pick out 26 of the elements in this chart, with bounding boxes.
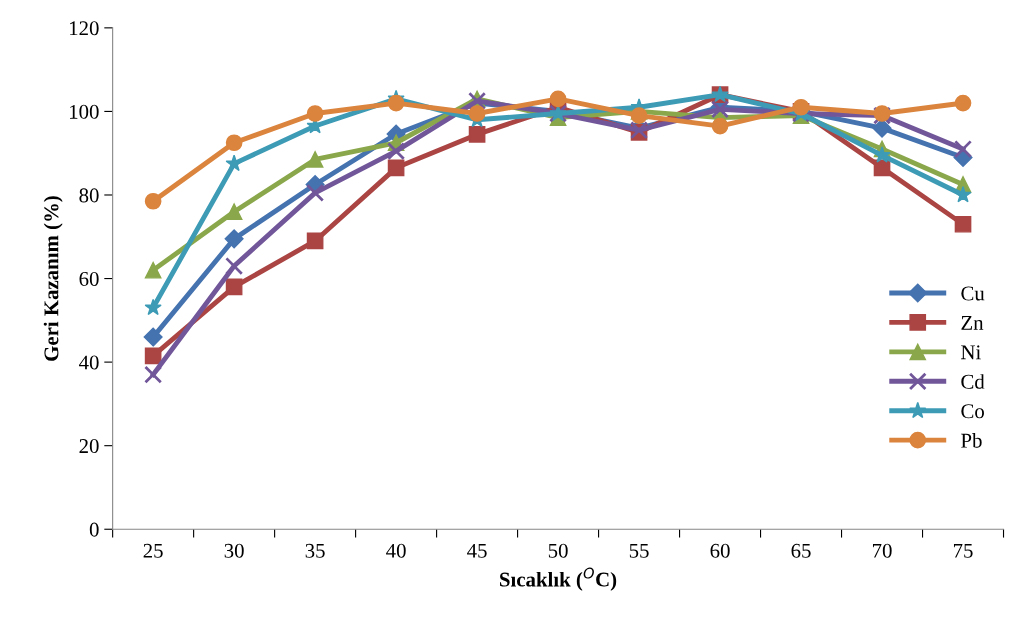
legend-label: Cu — [961, 286, 985, 301]
x-tick-label: 75 — [953, 543, 973, 558]
y-tick-label: 60 — [79, 271, 99, 286]
x-tick-label: 35 — [305, 543, 325, 558]
legend-label: Pb — [961, 433, 982, 448]
y-tick-label: 20 — [79, 439, 99, 454]
x-tick-label: 25 — [143, 543, 163, 558]
y-axis-title: Geri Kazanım (%) — [43, 196, 63, 361]
x-tick-label: 65 — [791, 543, 811, 558]
y-tick-label: 40 — [79, 355, 99, 370]
x-tick-label: 30 — [224, 543, 244, 558]
x-tick-label: 70 — [872, 543, 892, 558]
y-tick-label: 100 — [70, 104, 99, 119]
legend-label: Co — [961, 404, 984, 419]
x-axis-title: Sıcaklık ($^{O}$C) — [500, 567, 617, 591]
y-tick-label: 120 — [70, 21, 99, 36]
y-tick-label: 0 — [89, 522, 99, 537]
legend-label: Cd — [961, 374, 985, 389]
y-tick-label: 80 — [79, 188, 99, 203]
x-tick-label: 50 — [548, 543, 568, 558]
legend-label: Zn — [961, 316, 984, 330]
x-tick-label: 40 — [386, 543, 406, 558]
x-tick-label: 55 — [629, 543, 649, 558]
legend-label: Ni — [961, 345, 981, 360]
x-tick-label: 45 — [467, 543, 487, 558]
x-tick-label: 60 — [710, 543, 730, 558]
